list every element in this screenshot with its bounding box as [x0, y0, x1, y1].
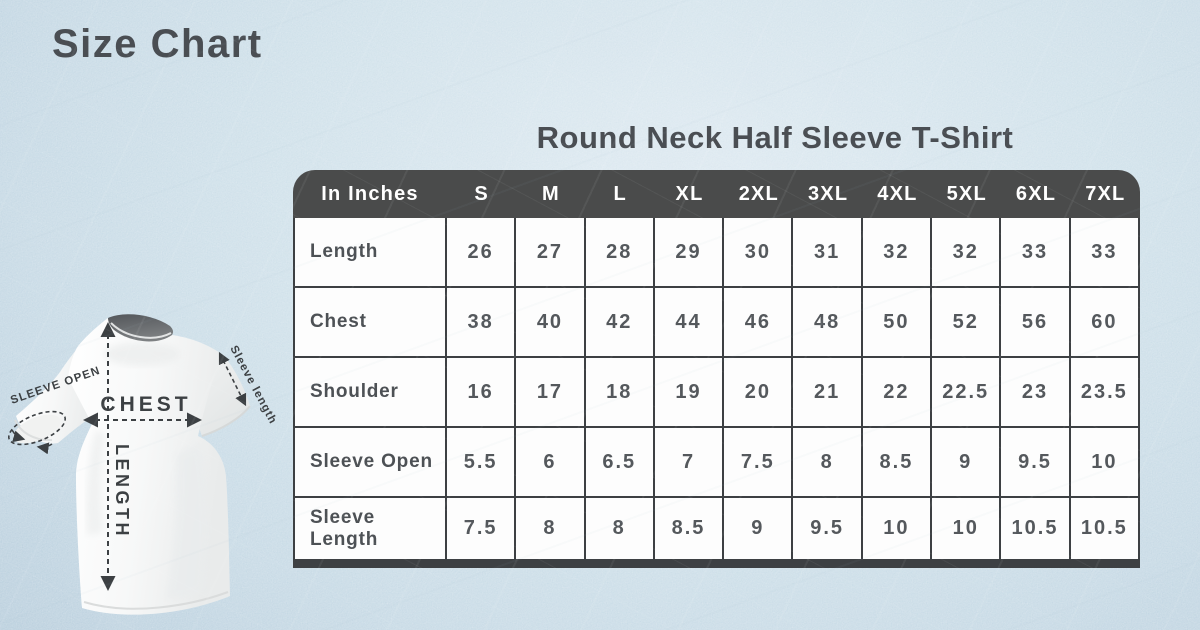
size-value-cell: 26: [447, 218, 517, 288]
size-value-cell: 30: [724, 218, 794, 288]
size-value-cell: 23.5: [1070, 358, 1140, 428]
size-value-cell: 48: [793, 288, 863, 358]
size-value-cell: 10: [862, 498, 933, 568]
size-column-header: L: [585, 170, 655, 218]
size-value-cell: 52: [932, 288, 1002, 358]
size-value-cell: 7.5: [447, 498, 517, 568]
size-value-cell: 7: [654, 428, 725, 498]
size-value-cell: 16: [447, 358, 517, 428]
table-row: Sleeve Length 7.5 8 8 8.5 9 9.5 10 10 10.5 10.5: [293, 498, 1140, 568]
row-label: Chest: [293, 288, 447, 358]
size-table-header: In Inches S M L XL 2XL 3XL 4XL 5XL 6XL 7XL: [293, 170, 1140, 218]
size-column-header: XL: [654, 170, 725, 218]
size-value-cell: 50: [862, 288, 933, 358]
size-value-cell: 8: [516, 498, 586, 568]
sleeve-open-arrow-right: [36, 442, 53, 455]
size-value-cell: 29: [654, 218, 725, 288]
tshirt-shading-collar: [104, 342, 180, 366]
table-row: Sleeve Open 5.5 6 6.5 7 7.5 8 8.5 9 9.5 10: [293, 428, 1140, 498]
size-value-cell: 42: [585, 288, 655, 358]
size-value-cell: 38: [447, 288, 517, 358]
size-value-cell: 40: [516, 288, 586, 358]
sleeve-open-ellipse: [7, 410, 67, 446]
row-label: Length: [293, 218, 447, 288]
size-value-cell: 22: [862, 358, 933, 428]
size-table: In Inches S M L XL 2XL 3XL 4XL 5XL 6XL 7XL Length 2…: [293, 170, 1140, 568]
tshirt-hem-line: [83, 591, 229, 610]
size-value-cell: 8.5: [654, 498, 725, 568]
table-title: Round Neck Half Sleeve T-Shirt: [536, 120, 1014, 155]
size-value-cell: 6: [516, 428, 586, 498]
size-value-cell: 32: [862, 218, 933, 288]
row-label: Sleeve Length: [293, 498, 447, 568]
size-value-cell: 33: [1070, 218, 1140, 288]
size-value-cell: 5.5: [447, 428, 517, 498]
size-value-cell: 8: [585, 498, 655, 568]
size-value-cell: 60: [1070, 288, 1140, 358]
tshirt-shading-left: [86, 430, 105, 535]
size-value-cell: 17: [516, 358, 586, 428]
size-value-cell: 19: [654, 358, 725, 428]
size-value-cell: 7.5: [724, 428, 794, 498]
size-value-cell: 56: [1001, 288, 1071, 358]
size-column-header: 6XL: [1001, 170, 1071, 218]
size-value-cell: 10: [932, 498, 1002, 568]
size-value-cell: 9.5: [793, 498, 863, 568]
size-column-header: 3XL: [793, 170, 863, 218]
size-value-cell: 9.5: [1001, 428, 1071, 498]
size-value-cell: 10.5: [1070, 498, 1140, 568]
size-value-cell: 9: [724, 498, 794, 568]
size-column-header: 4XL: [862, 170, 933, 218]
size-value-cell: 21: [793, 358, 863, 428]
size-value-cell: 31: [793, 218, 863, 288]
size-column-header: M: [516, 170, 586, 218]
size-column-header: 5XL: [932, 170, 1002, 218]
size-value-cell: 8: [793, 428, 863, 498]
size-value-cell: 32: [932, 218, 1002, 288]
row-label: Sleeve Open: [293, 428, 447, 498]
table-row: Length 26 27 28 29 30 31 32 32 33 33: [293, 218, 1140, 288]
tshirt-collar-rim: [110, 322, 172, 339]
unit-header-cell: In Inches: [293, 170, 447, 218]
size-value-cell: 27: [516, 218, 586, 288]
size-value-cell: 10.5: [1001, 498, 1071, 568]
size-table-body: Length 26 27 28 29 30 31 32 32 33 33 Chest 38 40 42 44 4…: [293, 218, 1140, 568]
page-title: Size Chart: [52, 22, 263, 66]
chest-label: CHEST: [100, 393, 191, 416]
sleeve-length-arrow: [218, 351, 247, 407]
size-value-cell: 6.5: [585, 428, 655, 498]
tshirt-diagram: LENGTH CHEST SLEEVE OPEN Sleeve length: [7, 314, 279, 615]
size-column-header: S: [447, 170, 517, 218]
size-value-cell: 10: [1070, 428, 1140, 498]
table-row: Chest 38 40 42 44 46 48 50 52 56 60: [293, 288, 1140, 358]
size-column-header: 7XL: [1070, 170, 1140, 218]
tshirt-shading-right: [166, 444, 208, 599]
sleeve-open-arrow-left: [11, 429, 26, 443]
size-value-cell: 28: [585, 218, 655, 288]
size-value-cell: 22.5: [932, 358, 1002, 428]
row-label: Shoulder: [293, 358, 447, 428]
size-value-cell: 23: [1001, 358, 1071, 428]
length-label: LENGTH: [112, 444, 132, 539]
size-value-cell: 9: [932, 428, 1002, 498]
size-value-cell: 20: [724, 358, 794, 428]
size-column-header: 2XL: [724, 170, 794, 218]
size-value-cell: 46: [724, 288, 794, 358]
tshirt-collar: [108, 314, 174, 342]
table-row: Shoulder 16 17 18 19 20 21 22 22.5 23 23.5: [293, 358, 1140, 428]
size-value-cell: 44: [654, 288, 725, 358]
size-value-cell: 18: [585, 358, 655, 428]
size-value-cell: 33: [1001, 218, 1071, 288]
size-value-cell: 8.5: [862, 428, 933, 498]
